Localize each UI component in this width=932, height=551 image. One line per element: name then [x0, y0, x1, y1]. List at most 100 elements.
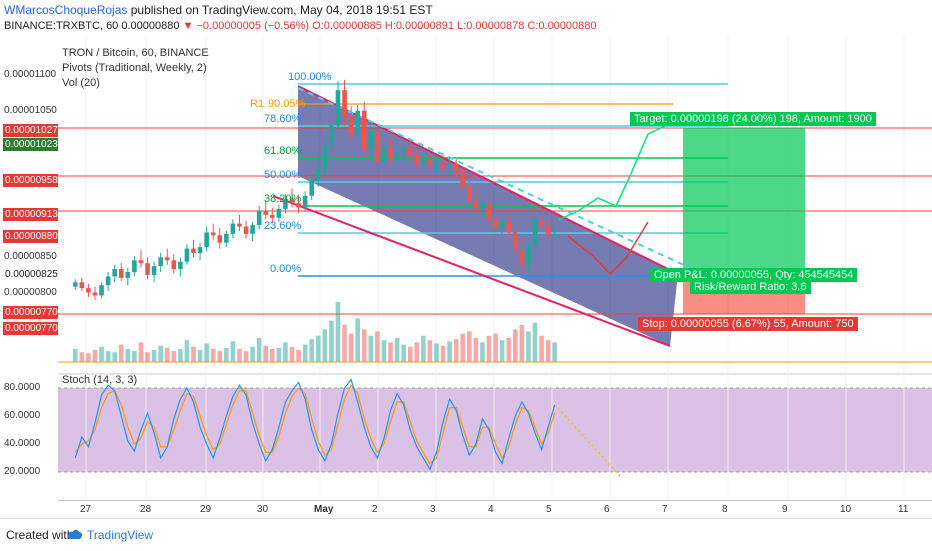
candle-body-11: [145, 263, 150, 275]
candle-body-53: [421, 159, 426, 164]
volume-bar-0: [72, 348, 78, 362]
volume-bar-22: [217, 351, 223, 362]
candle-body-12: [151, 266, 157, 275]
projection-alt: [567, 221, 649, 276]
volume-bar-36: [309, 339, 315, 362]
volume-bar-19: [197, 350, 203, 362]
volume-bar-47: [381, 340, 387, 362]
volume-bar-65: [499, 340, 505, 362]
volume-bar-33: [289, 346, 295, 362]
pivot-r1-label: R1: [250, 98, 265, 110]
fib-label-3: 50.00%: [264, 169, 302, 181]
candle-body-38: [322, 145, 328, 170]
pivot-r1-pct: 90.05%: [268, 98, 306, 110]
symbol-line: BINANCE:TRXBTC, 60 0.00000880 ▼ −0.00000…: [4, 20, 597, 32]
volume-bar-27: [250, 346, 255, 362]
volume-bar-28: [256, 338, 262, 362]
time-label-8: 5: [546, 504, 552, 515]
channel-lower: [272, 195, 671, 347]
stoch-label-2: 40.0000: [4, 438, 41, 449]
candle-body-30: [270, 214, 275, 218]
candle-body-46: [375, 131, 380, 162]
volume-bar-13: [158, 345, 163, 362]
candle-body-27: [250, 225, 255, 234]
volume-bar-66: [506, 338, 512, 362]
candle-body-28: [256, 210, 262, 226]
price-change: ▼ −0.00000005 (−0.56%): [182, 20, 310, 32]
candle-body-25: [237, 223, 242, 227]
volume-bar-50: [401, 344, 406, 362]
pnl-label: Open P&L: 0.00000055, Qty: 454545454: [650, 268, 858, 282]
chart-canvas[interactable]: [58, 36, 932, 514]
candle-body-1: [79, 282, 85, 289]
volume-bar-56: [440, 345, 446, 362]
volume-bar-23: [224, 347, 229, 362]
candle-body-34: [296, 203, 301, 208]
footer: Created with TradingView: [0, 518, 932, 551]
time-label-10: 7: [662, 504, 668, 515]
volume-bar-69: [526, 331, 531, 362]
candle-body-70: [532, 219, 538, 246]
volume-bar-3: [92, 350, 98, 362]
time-label-14: 11: [898, 504, 909, 515]
candle-body-48: [388, 148, 393, 158]
volume-bar-57: [447, 341, 452, 362]
legend-pair: TRON / Bitcoin, 60, BINANCE: [62, 47, 209, 59]
volume-bar-63: [486, 335, 492, 362]
fib-label-5: 23.60%: [264, 220, 302, 232]
volume-bar-49: [394, 338, 400, 362]
volume-bar-4: [99, 346, 104, 362]
time-label-6: 3: [430, 504, 436, 515]
volume-bar-24: [230, 341, 236, 362]
candle-body-29: [263, 210, 269, 215]
candle-body-37: [315, 169, 321, 180]
candle-body-21: [210, 232, 216, 236]
fib-label-6: 0.00%: [270, 263, 302, 275]
stop-label: Stop: 0.00000055 (6.67%) 55, Amount: 750: [638, 317, 858, 331]
candle-body-14: [164, 257, 170, 261]
stoch-label-3: 20.0000: [4, 466, 41, 477]
candle-body-32: [283, 198, 288, 209]
candle-body-69: [526, 245, 531, 265]
candle-body-51: [407, 147, 413, 155]
price-badge-4: 0.00000880: [3, 230, 60, 243]
candle-body-67: [513, 232, 518, 250]
candle-body-64: [493, 219, 498, 228]
volume-bar-17: [184, 340, 190, 362]
volume-bar-58: [453, 339, 459, 362]
volume-bar-64: [493, 333, 498, 362]
candle-body-71: [539, 219, 544, 227]
candle-body-45: [368, 131, 374, 149]
candle-body-61: [473, 201, 479, 208]
volume-bar-51: [407, 346, 413, 362]
volume-bar-34: [296, 350, 301, 362]
time-axis: 27 28 29 30 May 2 3 4 5 6 7 8 9 10 11: [58, 500, 932, 519]
stoch-projection: [557, 407, 621, 477]
time-label-7: 4: [488, 504, 494, 515]
volume-bar-61: [473, 338, 479, 362]
symbol-price: BINANCE:TRXBTC, 60 0.00000880: [4, 20, 180, 32]
author-link[interactable]: WMarcosChoqueRojas: [4, 3, 128, 17]
target-zone: [683, 128, 805, 278]
candle-body-35: [302, 195, 308, 208]
candle-body-39: [329, 125, 334, 146]
price-badge-6: 0.00000770: [3, 306, 60, 319]
volume-bar-16: [178, 348, 183, 362]
candle-body-50: [401, 147, 406, 152]
legend-volume: Vol (20): [62, 77, 100, 89]
volume-bar-40: [335, 302, 341, 362]
chart-plot-area[interactable]: 100.00% 78.60% 61.80% 50.00% 38.20% 23.60% 0.0…: [58, 36, 932, 514]
stoch-k-line: [74, 378, 556, 471]
volume-bar-38: [322, 329, 328, 362]
stoch-band: [58, 388, 932, 472]
volume-bar-45: [368, 335, 374, 362]
volume-bar-62: [480, 342, 485, 362]
volume-bar-41: [342, 324, 347, 362]
volume-bar-73: [552, 342, 558, 362]
volume-bar-31: [276, 347, 282, 362]
tradingview-brand[interactable]: TradingView: [87, 528, 154, 542]
candle-body-57: [447, 163, 452, 168]
volume-bar-29: [263, 345, 269, 362]
candle-body-65: [499, 222, 505, 228]
candle-body-16: [178, 261, 183, 270]
